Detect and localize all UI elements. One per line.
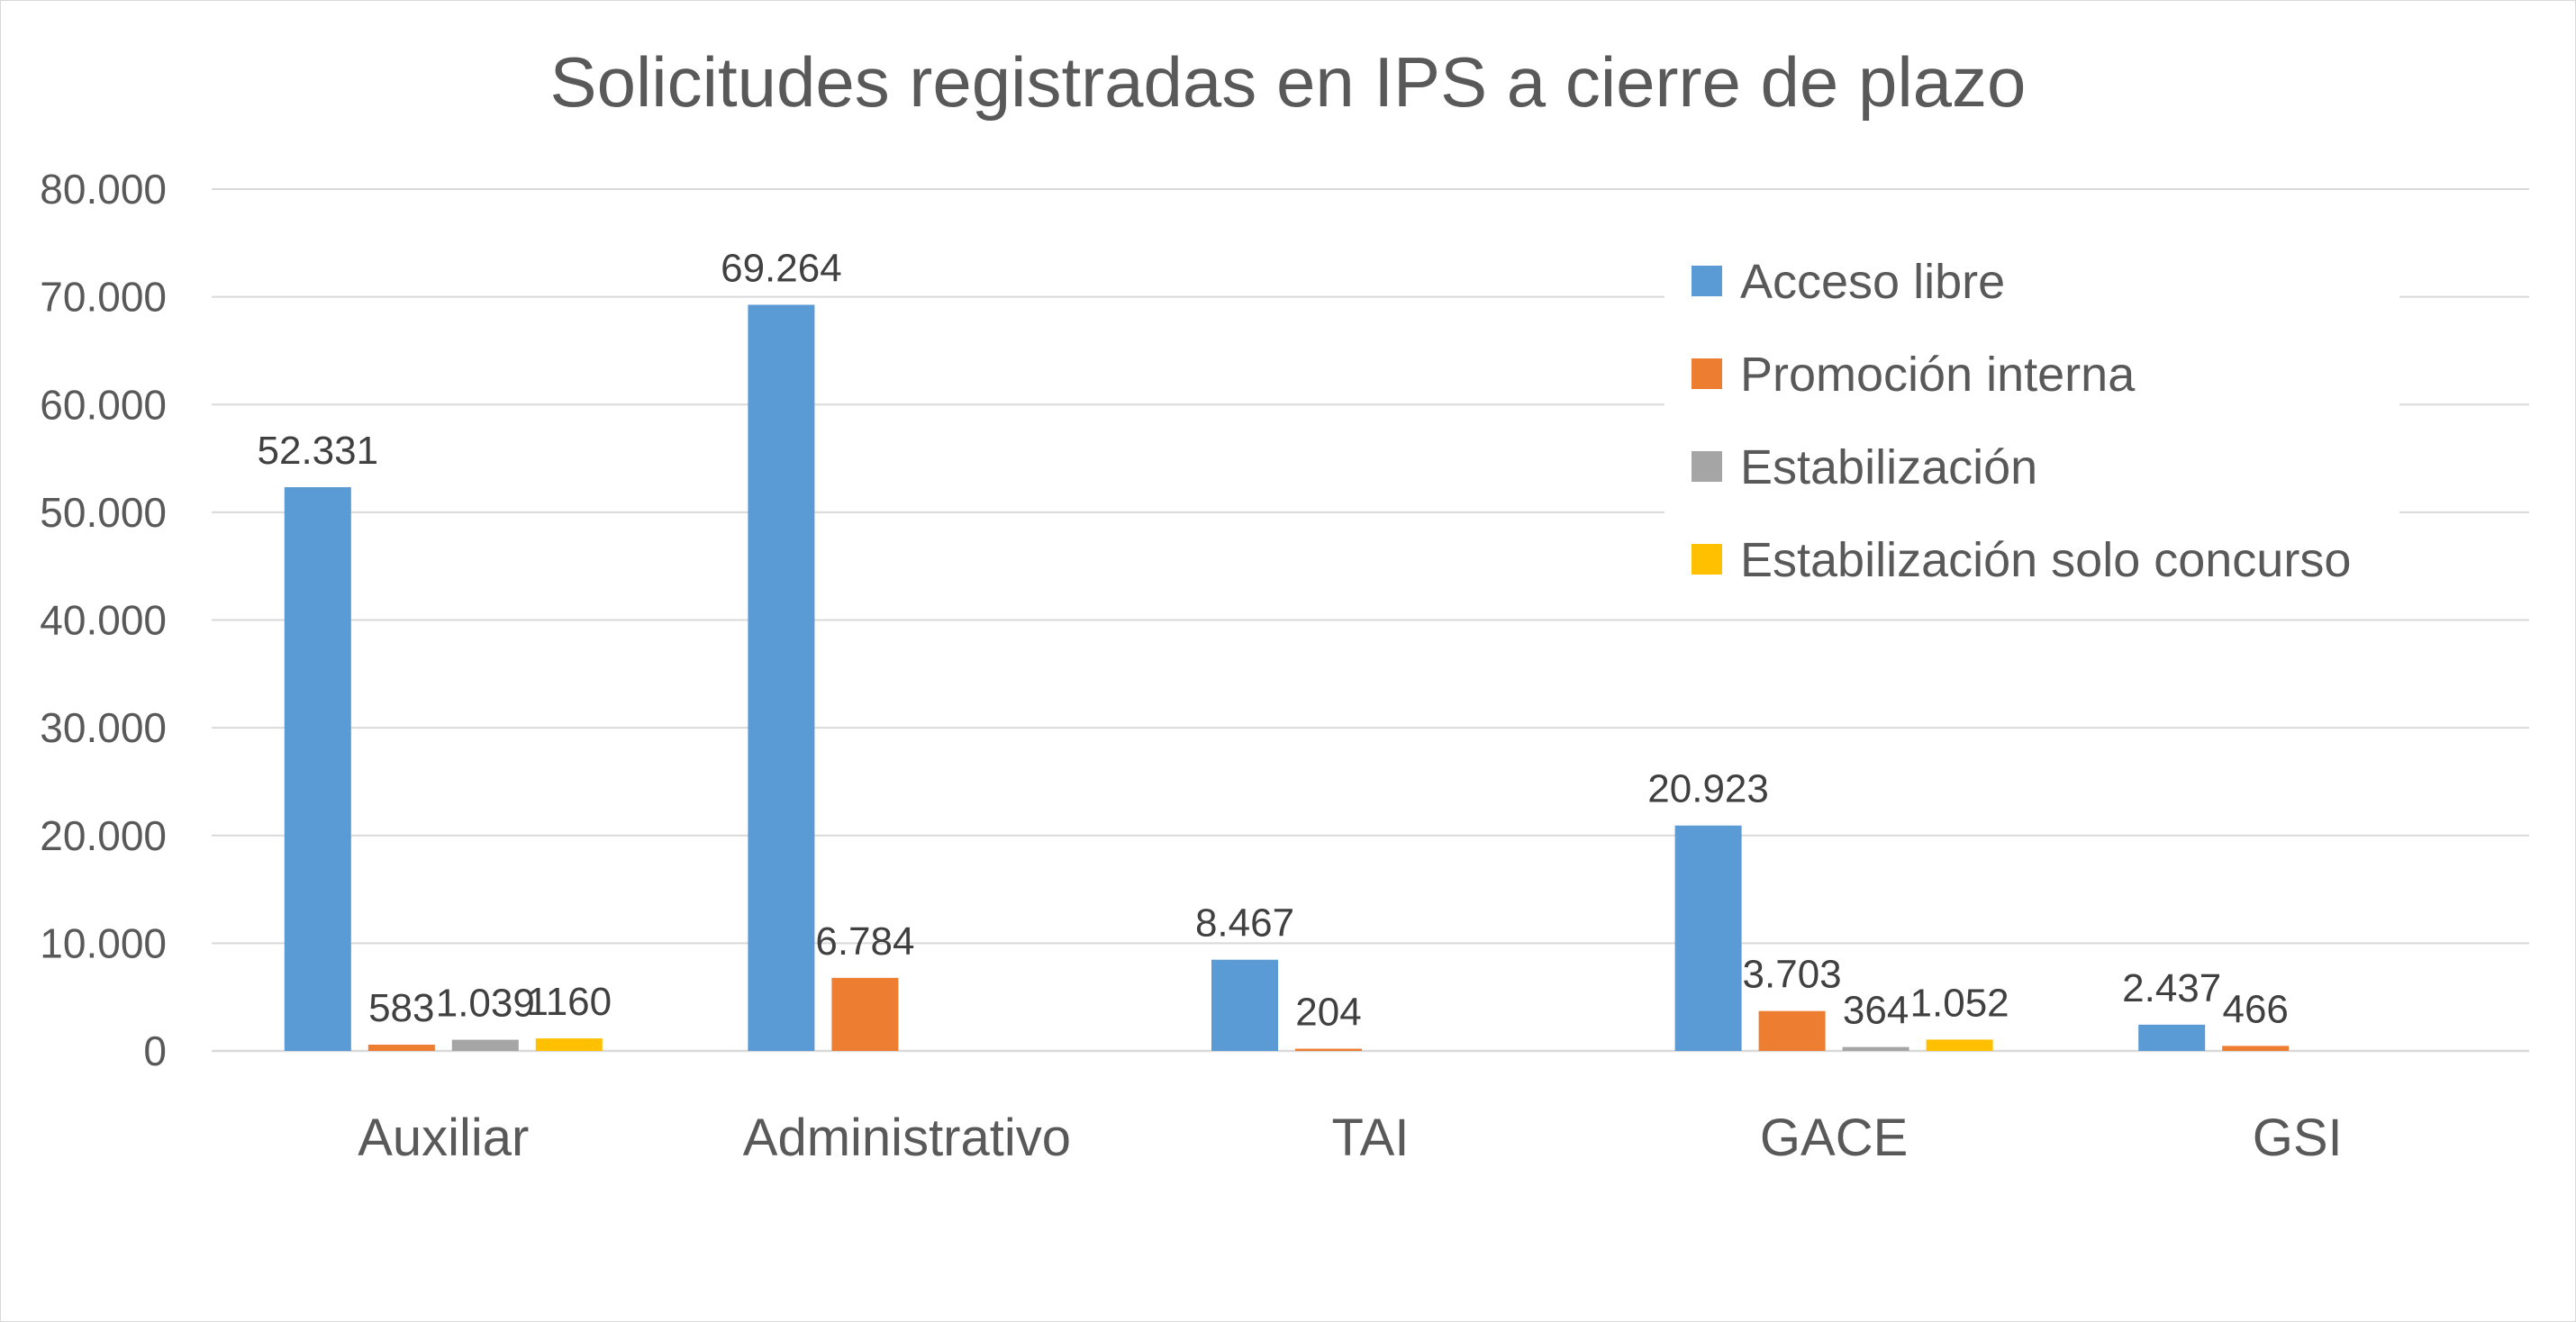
x-tick-label: Administrativo xyxy=(743,1109,1071,1167)
legend-entry: Estabilización solo concurso xyxy=(1740,533,2351,587)
bar xyxy=(284,486,351,1051)
data-label: 1.052 xyxy=(1910,981,2009,1025)
data-label: 204 xyxy=(1295,991,1361,1035)
bar xyxy=(367,1045,435,1051)
y-axis-ticks: 0 10.000 20.000 30.000 40.000 50.000 60.000 70.… xyxy=(40,166,167,1074)
bar xyxy=(2222,1046,2290,1051)
legend-entry: Acceso libre xyxy=(1740,255,2005,309)
data-label: 1160 xyxy=(526,980,612,1024)
y-tick-label: 70.000 xyxy=(40,274,167,321)
bar xyxy=(1842,1046,1909,1051)
bar xyxy=(748,304,815,1051)
bar xyxy=(831,977,899,1051)
bar xyxy=(1295,1048,1362,1051)
bar xyxy=(1758,1010,1826,1051)
bar xyxy=(451,1039,519,1051)
data-label: 20.923 xyxy=(1647,767,1769,811)
x-tick-label: GACE xyxy=(1760,1109,1908,1167)
legend-entry: Promoción interna xyxy=(1740,348,2136,402)
data-label: 3.703 xyxy=(1743,953,1842,997)
x-tick-label: Auxiliar xyxy=(358,1109,529,1167)
x-tick-label: GSI xyxy=(2253,1109,2343,1167)
bar xyxy=(1926,1039,1993,1051)
chart-title: Solicitudes registradas en IPS a cierre … xyxy=(550,42,2027,122)
bar xyxy=(535,1038,603,1051)
data-label: 69.264 xyxy=(721,246,842,290)
bar xyxy=(1674,825,1742,1051)
y-tick-label: 40.000 xyxy=(40,597,167,644)
bar xyxy=(1211,959,1278,1051)
data-label: 583 xyxy=(368,986,434,1030)
x-tick-label: TAI xyxy=(1332,1109,1410,1167)
y-tick-label: 30.000 xyxy=(40,704,167,751)
data-label: 466 xyxy=(2222,987,2288,1031)
legend-background xyxy=(1664,238,2399,598)
data-label: 6.784 xyxy=(815,919,914,964)
data-label: 8.467 xyxy=(1195,901,1294,946)
data-label: 52.331 xyxy=(258,429,379,473)
bars xyxy=(284,304,2290,1051)
x-axis-ticks: Auxiliar Administrativo TAI GACE GSI xyxy=(358,1109,2342,1167)
legend-swatch xyxy=(1692,266,1722,296)
y-tick-label: 20.000 xyxy=(40,812,167,859)
legend-swatch xyxy=(1692,451,1722,482)
legend-swatch xyxy=(1692,358,1722,389)
y-tick-label: 80.000 xyxy=(40,166,167,213)
data-label: 364 xyxy=(1843,989,1909,1033)
data-label: 1.039 xyxy=(436,982,535,1026)
legend-entry: Estabilización xyxy=(1740,440,2037,494)
legend: Acceso libre Promoción interna Estabilizac… xyxy=(1664,238,2399,598)
bar xyxy=(2138,1024,2206,1051)
y-tick-label: 10.000 xyxy=(40,919,167,966)
y-tick-label: 0 xyxy=(143,1028,167,1074)
data-label: 2.437 xyxy=(2122,966,2221,1010)
y-tick-label: 60.000 xyxy=(40,381,167,428)
legend-swatch xyxy=(1692,544,1722,575)
y-tick-label: 50.000 xyxy=(40,489,167,536)
